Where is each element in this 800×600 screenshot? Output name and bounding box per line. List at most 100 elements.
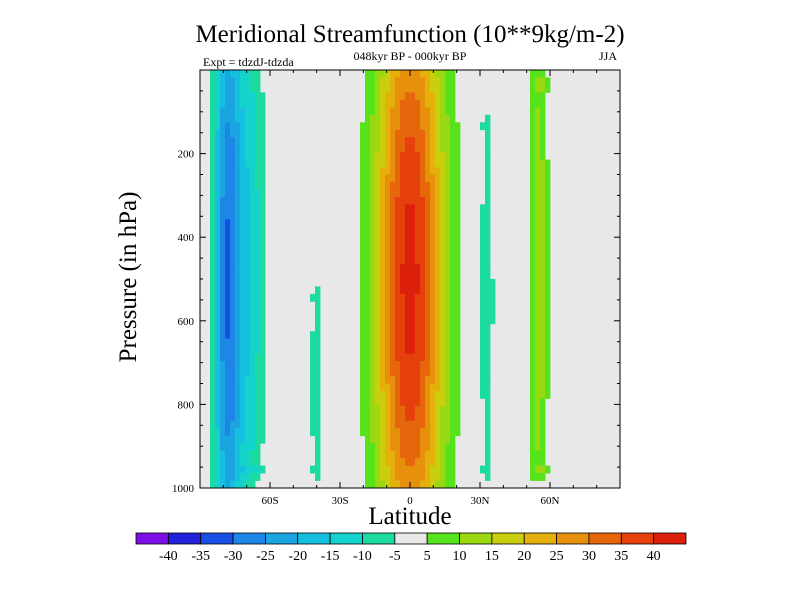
heatmap-cell	[230, 204, 236, 213]
heatmap-cell	[235, 181, 241, 190]
heatmap-cell	[435, 122, 441, 131]
heatmap-cell	[385, 234, 391, 243]
heatmap-cell	[240, 361, 246, 369]
heatmap-cell	[235, 308, 241, 317]
heatmap-cell	[230, 70, 236, 78]
heatmap-cell	[360, 308, 366, 317]
heatmap-cell	[480, 316, 486, 325]
heatmap-cell	[480, 331, 486, 340]
heatmap-cell	[215, 480, 221, 488]
heatmap-cell	[215, 323, 221, 332]
heatmap-cell	[540, 443, 546, 452]
heatmap-cell	[400, 308, 406, 317]
heatmap-cell	[410, 204, 416, 213]
heatmap-cell	[220, 361, 226, 369]
heatmap-cell	[240, 122, 246, 131]
heatmap-cell	[435, 256, 441, 265]
heatmap-cell	[480, 226, 486, 235]
heatmap-cell	[485, 129, 491, 138]
heatmap-cell	[440, 204, 446, 213]
heatmap-cell	[235, 331, 241, 340]
heatmap-cell	[245, 443, 251, 452]
heatmap-cell	[400, 353, 406, 362]
heatmap-cell	[255, 256, 261, 265]
heatmap-cell	[235, 174, 241, 183]
heatmap-cell	[220, 286, 226, 295]
heatmap-cell	[390, 249, 396, 257]
heatmap-cell	[415, 159, 421, 168]
heatmap-cell	[255, 77, 261, 86]
heatmap-cell	[360, 219, 366, 228]
heatmap-cell	[455, 241, 461, 250]
heatmap-cell	[210, 84, 216, 93]
heatmap-cell	[450, 413, 456, 422]
heatmap-cell	[215, 368, 221, 377]
heatmap-cell	[430, 144, 436, 153]
heatmap-cell	[260, 420, 266, 429]
heatmap-cell	[540, 196, 546, 205]
heatmap-cell	[415, 361, 421, 369]
heatmap-cell	[230, 234, 236, 243]
heatmap-cell	[370, 383, 376, 392]
heatmap-cell	[440, 226, 446, 235]
heatmap-cell	[540, 428, 546, 437]
heatmap-cell	[390, 129, 396, 138]
heatmap-cell	[410, 152, 416, 160]
heatmap-cell	[375, 226, 381, 235]
heatmap-cell	[445, 129, 451, 138]
heatmap-cell	[535, 308, 541, 317]
heatmap-cell	[380, 405, 386, 414]
heatmap-cell	[545, 84, 551, 93]
heatmap-cell	[250, 361, 256, 369]
heatmap-cell	[420, 376, 426, 384]
heatmap-cell	[540, 241, 546, 250]
heatmap-cell	[430, 338, 436, 347]
heatmap-cell	[380, 346, 386, 355]
heatmap-cell	[250, 211, 256, 220]
heatmap-cell	[215, 293, 221, 302]
heatmap-cell	[410, 443, 416, 452]
heatmap-cell	[230, 405, 236, 414]
heatmap-cell	[240, 443, 246, 452]
heatmap-cell	[485, 368, 491, 377]
heatmap-cell	[410, 256, 416, 265]
heatmap-cell	[405, 301, 411, 310]
heatmap-cell	[405, 383, 411, 392]
heatmap-cell	[405, 107, 411, 116]
heatmap-cell	[540, 174, 546, 183]
heatmap-cell	[440, 77, 446, 86]
heatmap-cell	[405, 323, 411, 332]
heatmap-cell	[220, 443, 226, 452]
heatmap-cell	[380, 361, 386, 369]
heatmap-cell	[240, 301, 246, 310]
heatmap-cell	[250, 331, 256, 340]
heatmap-cell	[390, 435, 396, 444]
heatmap-cell	[395, 181, 401, 190]
heatmap-cell	[480, 293, 486, 302]
heatmap-cell	[400, 413, 406, 422]
heatmap-cell	[225, 84, 231, 93]
heatmap-cell	[405, 450, 411, 459]
heatmap-cell	[410, 465, 416, 474]
heatmap-cell	[445, 405, 451, 414]
heatmap-cell	[480, 234, 486, 243]
heatmap-cell	[260, 219, 266, 228]
heatmap-cell	[220, 473, 226, 481]
heatmap-cell	[210, 346, 216, 355]
heatmap-cell	[245, 84, 251, 93]
heatmap-cell	[220, 293, 226, 302]
heatmap-cell	[225, 114, 231, 123]
heatmap-cell	[400, 167, 406, 175]
heatmap-cell	[440, 458, 446, 466]
heatmap-cell	[430, 361, 436, 369]
heatmap-cell	[430, 114, 436, 123]
heatmap-cell	[380, 480, 386, 488]
heatmap-cell	[315, 346, 321, 355]
heatmap-cell	[215, 405, 221, 414]
colorbar-swatch	[297, 532, 331, 545]
heatmap-cell	[420, 413, 426, 422]
heatmap-cell	[440, 167, 446, 175]
heatmap-cell	[535, 77, 541, 86]
colorbar-swatch	[329, 532, 363, 545]
heatmap-cell	[415, 480, 421, 488]
